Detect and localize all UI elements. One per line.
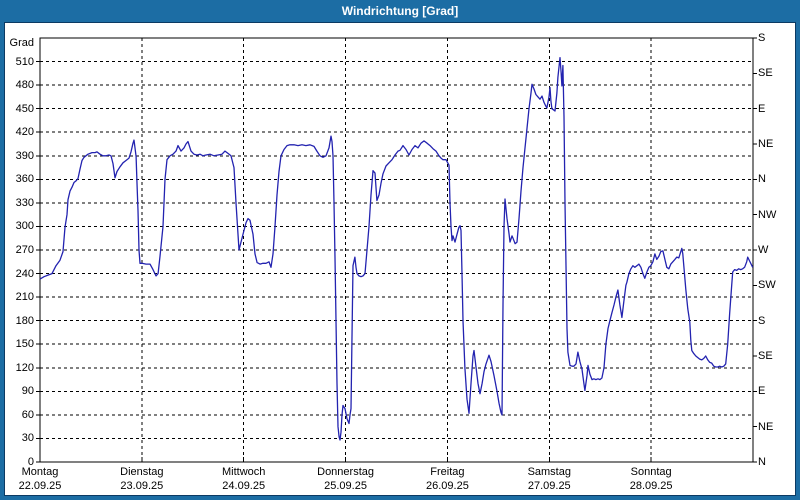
day-date-label: 25.09.25	[324, 480, 367, 492]
y-tick-label: 510	[15, 55, 34, 68]
compass-label: NE	[758, 138, 774, 150]
y-tick-label: 420	[15, 126, 34, 139]
day-date-label: 26.09.25	[426, 480, 469, 492]
y-tick-label: 0	[27, 456, 34, 468]
compass-label: W	[758, 244, 769, 256]
y-tick-label: 60	[21, 408, 34, 421]
y-tick-label: 120	[15, 361, 34, 374]
y-tick-label: 150	[15, 338, 34, 351]
day-date-label: 27.09.25	[527, 480, 571, 492]
compass-label: E	[758, 385, 766, 398]
day-name-label: Montag	[21, 466, 59, 478]
y-tick-label: 300	[15, 220, 34, 233]
compass-label: S	[758, 32, 766, 44]
day-date-label: 24.09.25	[222, 480, 266, 492]
y-tick-label: 360	[15, 173, 34, 186]
day-name-label: Sonntag	[630, 466, 672, 478]
y-axis-unit-label: Grad	[9, 37, 34, 49]
day-name-label: Dienstag	[120, 466, 164, 478]
compass-label: SW	[758, 279, 776, 292]
day-name-label: Samstag	[527, 466, 571, 478]
compass-label: SE	[758, 67, 773, 80]
day-name-label: Mittwoch	[222, 466, 266, 478]
day-date-label: 23.09.25	[120, 480, 164, 492]
day-date-label: 22.09.25	[18, 480, 62, 492]
compass-label: NE	[758, 420, 774, 433]
compass-label: N	[758, 173, 766, 186]
y-tick-label: 210	[15, 291, 34, 304]
y-tick-label: 180	[15, 314, 34, 327]
y-tick-label: 240	[15, 267, 34, 280]
compass-label: SE	[758, 350, 773, 362]
y-tick-label: 390	[15, 149, 34, 162]
y-tick-label: 30	[21, 432, 34, 445]
day-date-label: 28.09.25	[629, 480, 673, 492]
day-name-label: Donnerstag	[317, 466, 374, 478]
compass-label: E	[758, 102, 766, 115]
y-tick-label: 270	[15, 244, 34, 256]
y-tick-label: 90	[21, 385, 34, 398]
window-title: Windrichtung [Grad]	[0, 0, 800, 22]
y-tick-label: 330	[15, 196, 34, 209]
day-name-label: Freitag	[430, 466, 465, 478]
compass-label: N	[758, 456, 766, 468]
y-tick-label: 480	[15, 79, 34, 92]
compass-label: S	[758, 314, 766, 327]
y-tick-label: 450	[15, 102, 34, 115]
compass-label: NW	[758, 208, 777, 221]
